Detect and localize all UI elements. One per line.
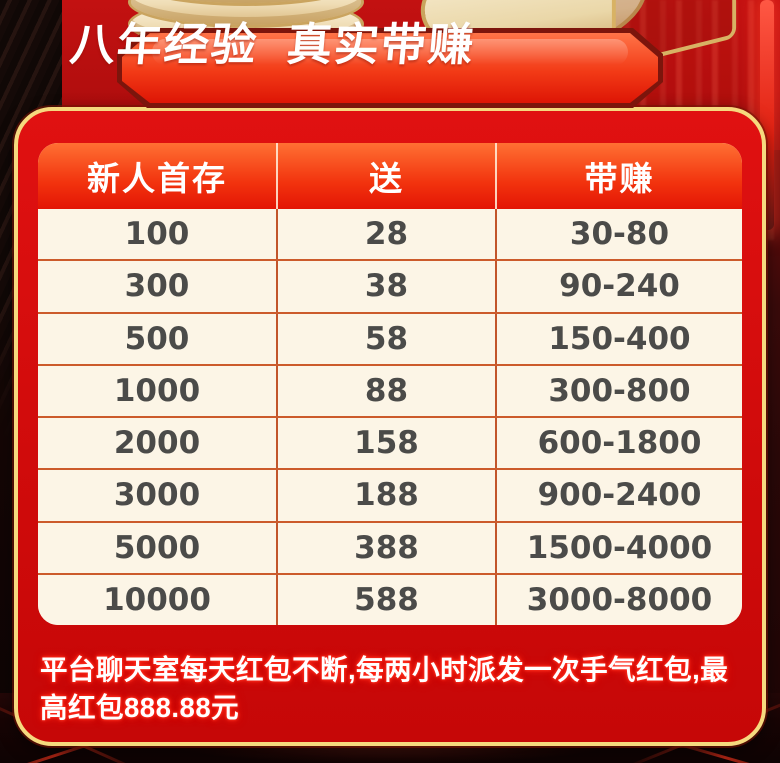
- table-row: 3000 188 900-2400: [38, 468, 742, 521]
- promo-panel: 新人首存 送 带赚 100 28 30-80 300 38 90-240 500…: [14, 107, 766, 746]
- deposit-cell: 10000: [38, 574, 276, 625]
- deposit-cell: 500: [38, 313, 276, 364]
- earnings-cell: 300-800: [495, 365, 742, 416]
- earnings-cell: 600-1800: [495, 418, 742, 469]
- bonus-cell: 188: [276, 470, 495, 521]
- deposit-bonus-table: 新人首存 送 带赚 100 28 30-80 300 38 90-240 500…: [38, 143, 742, 625]
- table-row: 300 38 90-240: [38, 259, 742, 312]
- earnings-cell: 150-400: [495, 313, 742, 364]
- deposit-cell: 300: [38, 261, 276, 312]
- header-earnings: 带赚: [495, 143, 742, 209]
- deposit-cell: 100: [38, 209, 276, 260]
- bonus-cell: 158: [276, 418, 495, 469]
- table-row: 1000 88 300-800: [38, 363, 742, 416]
- deposit-cell: 2000: [38, 418, 276, 469]
- banner-title: 八年经验 真实带赚: [67, 18, 478, 70]
- table-row: 10000 588 3000-8000: [38, 572, 742, 625]
- header-first-deposit: 新人首存: [87, 160, 227, 197]
- experience-banner: [117, 28, 663, 108]
- bonus-cell: 38: [276, 261, 495, 312]
- table-row: 5000 388 1500-4000: [38, 520, 742, 573]
- red-packet-note: 平台聊天室每天红包不断,每两小时派发一次手气红包,最高红包888.88元: [40, 654, 729, 723]
- table-header-row: 新人首存 送 带赚: [38, 143, 742, 209]
- deposit-cell: 5000: [38, 522, 276, 573]
- bonus-cell: 88: [276, 365, 495, 416]
- earnings-cell: 1500-4000: [495, 522, 742, 573]
- earnings-cell: 900-2400: [495, 470, 742, 521]
- table-row: 2000 158 600-1800: [38, 416, 742, 469]
- deposit-cell: 1000: [38, 365, 276, 416]
- bonus-cell: 388: [276, 522, 495, 573]
- table-row: 500 58 150-400: [38, 311, 742, 364]
- earnings-cell: 3000-8000: [495, 574, 742, 625]
- earnings-cell: 30-80: [495, 209, 742, 260]
- earnings-cell: 90-240: [495, 261, 742, 312]
- table-row: 100 28 30-80: [38, 209, 742, 260]
- deposit-cell: 3000: [38, 470, 276, 521]
- header-bonus: 送: [276, 143, 495, 209]
- bonus-cell: 58: [276, 313, 495, 364]
- bonus-cell: 588: [276, 574, 495, 625]
- bonus-cell: 28: [276, 209, 495, 260]
